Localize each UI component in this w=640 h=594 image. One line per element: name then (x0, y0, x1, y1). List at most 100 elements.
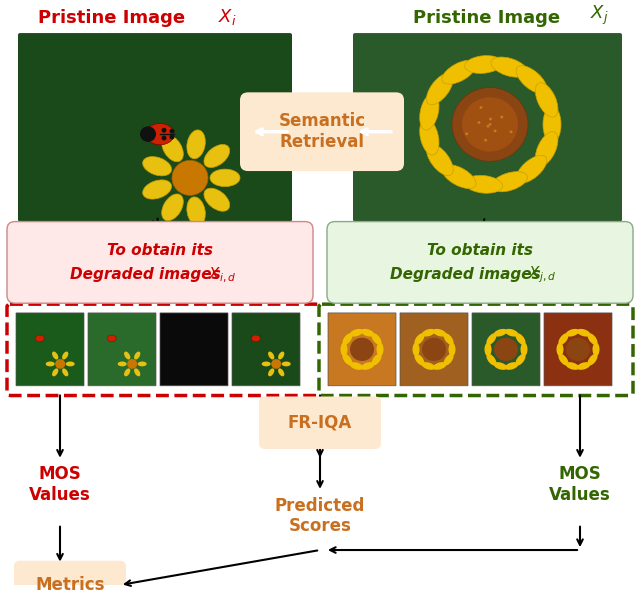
Circle shape (127, 359, 137, 369)
Ellipse shape (535, 132, 558, 166)
Circle shape (170, 129, 175, 134)
Ellipse shape (372, 333, 381, 345)
Ellipse shape (465, 175, 502, 193)
Ellipse shape (493, 362, 507, 370)
Ellipse shape (444, 333, 454, 345)
Circle shape (566, 338, 590, 361)
Ellipse shape (559, 333, 568, 345)
Ellipse shape (268, 368, 275, 377)
Circle shape (462, 97, 518, 151)
Ellipse shape (415, 354, 424, 365)
Ellipse shape (486, 333, 497, 345)
FancyBboxPatch shape (232, 313, 300, 386)
Text: $X_j$: $X_j$ (590, 4, 609, 27)
FancyBboxPatch shape (7, 304, 321, 396)
Ellipse shape (420, 119, 439, 155)
Ellipse shape (484, 343, 492, 356)
Ellipse shape (465, 56, 502, 74)
Ellipse shape (204, 144, 230, 168)
Circle shape (494, 338, 518, 361)
Ellipse shape (422, 362, 435, 370)
Text: Predicted
Scores: Predicted Scores (275, 497, 365, 535)
Ellipse shape (566, 329, 579, 337)
Circle shape (493, 129, 497, 132)
Ellipse shape (278, 368, 284, 377)
Ellipse shape (372, 354, 381, 365)
Text: To obtain its: To obtain its (107, 243, 213, 258)
Ellipse shape (420, 94, 439, 130)
Circle shape (140, 127, 156, 142)
Ellipse shape (124, 368, 131, 377)
Text: Semantic
Retrieval: Semantic Retrieval (278, 112, 365, 151)
Ellipse shape (204, 188, 230, 211)
FancyBboxPatch shape (18, 33, 292, 222)
Ellipse shape (342, 354, 353, 365)
Circle shape (488, 123, 492, 126)
Ellipse shape (340, 343, 348, 356)
Ellipse shape (566, 362, 579, 370)
Ellipse shape (262, 362, 271, 366)
Ellipse shape (146, 124, 174, 145)
Circle shape (161, 135, 166, 140)
Circle shape (172, 160, 208, 195)
Text: FR-IQA: FR-IQA (288, 414, 352, 432)
FancyBboxPatch shape (240, 92, 404, 171)
Ellipse shape (520, 343, 527, 356)
Ellipse shape (516, 354, 525, 365)
Ellipse shape (516, 333, 525, 345)
Circle shape (161, 128, 166, 132)
Ellipse shape (118, 362, 127, 366)
Ellipse shape (588, 333, 598, 345)
Text: Pristine Image: Pristine Image (413, 10, 566, 27)
Circle shape (479, 106, 483, 109)
Ellipse shape (505, 329, 518, 337)
FancyBboxPatch shape (353, 33, 622, 222)
FancyBboxPatch shape (14, 561, 126, 594)
Ellipse shape (252, 335, 260, 342)
Text: $X_i$: $X_i$ (218, 7, 237, 27)
Circle shape (170, 135, 175, 140)
FancyBboxPatch shape (7, 222, 313, 303)
FancyBboxPatch shape (319, 304, 633, 396)
Ellipse shape (62, 352, 68, 359)
Ellipse shape (187, 197, 205, 226)
Ellipse shape (422, 329, 435, 337)
Ellipse shape (342, 333, 353, 345)
FancyBboxPatch shape (88, 313, 156, 386)
FancyBboxPatch shape (400, 313, 468, 386)
Ellipse shape (559, 354, 568, 365)
Ellipse shape (433, 362, 446, 370)
Circle shape (489, 118, 492, 121)
Ellipse shape (426, 73, 453, 105)
Circle shape (486, 125, 490, 128)
Circle shape (452, 87, 528, 162)
Ellipse shape (282, 362, 291, 366)
Ellipse shape (577, 362, 590, 370)
Circle shape (465, 132, 468, 135)
Text: $X_{i,d}$: $X_{i,d}$ (208, 266, 236, 285)
Ellipse shape (442, 165, 476, 188)
Ellipse shape (349, 362, 363, 370)
Ellipse shape (535, 83, 558, 117)
Ellipse shape (162, 194, 183, 220)
Ellipse shape (493, 329, 507, 337)
Ellipse shape (557, 343, 563, 356)
Ellipse shape (516, 155, 547, 183)
Ellipse shape (361, 329, 374, 337)
Ellipse shape (376, 343, 383, 356)
Circle shape (477, 121, 481, 124)
Ellipse shape (593, 343, 600, 356)
Circle shape (271, 359, 281, 369)
Ellipse shape (491, 57, 527, 77)
Text: Degraded images: Degraded images (390, 267, 546, 282)
Ellipse shape (442, 60, 476, 84)
Ellipse shape (413, 343, 419, 356)
Ellipse shape (138, 362, 147, 366)
Ellipse shape (210, 169, 240, 187)
Ellipse shape (588, 354, 598, 365)
Ellipse shape (62, 368, 68, 377)
Ellipse shape (143, 180, 172, 199)
Text: $X_{j,d}$: $X_{j,d}$ (528, 265, 556, 285)
Ellipse shape (444, 354, 454, 365)
Ellipse shape (268, 352, 275, 359)
